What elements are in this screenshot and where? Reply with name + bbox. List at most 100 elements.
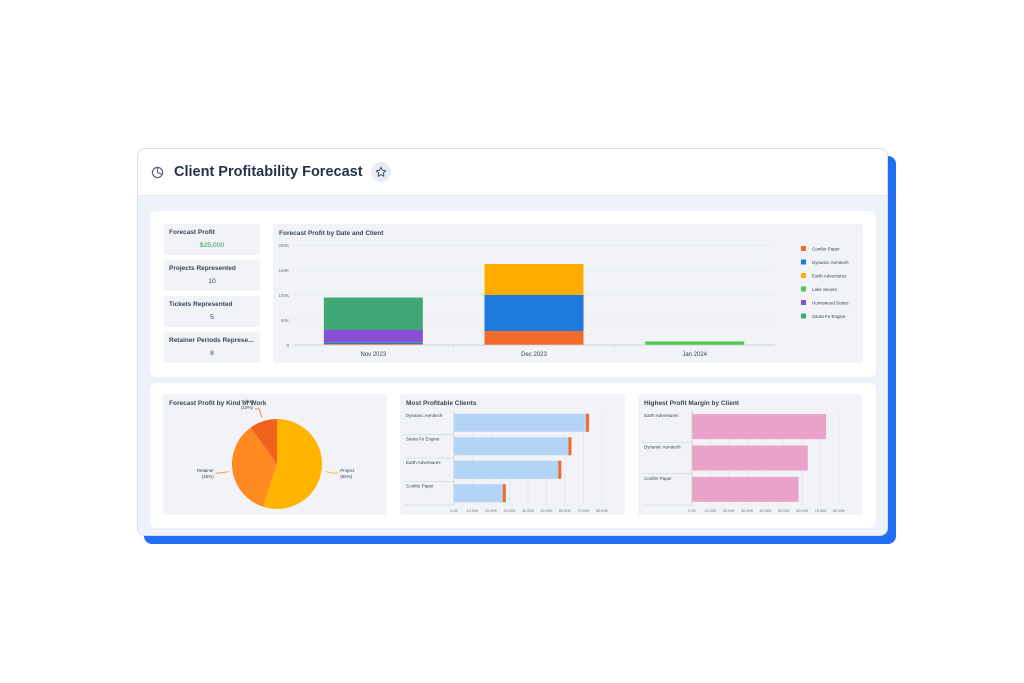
legend-label[interactable]: Conifer Paper bbox=[812, 247, 840, 252]
bar-segment[interactable] bbox=[323, 297, 423, 331]
breakdown-panel: Forecast Profit by Kind of Work Project(… bbox=[150, 383, 876, 528]
pie-slice[interactable] bbox=[250, 419, 277, 464]
bar[interactable] bbox=[454, 484, 506, 503]
stat-label: Retainer Periods Represe... bbox=[169, 337, 254, 344]
dashboard-header: Client Profitability Forecast bbox=[138, 149, 887, 196]
chart-title: Highest Profit Margin by Client bbox=[644, 400, 739, 407]
bar-segment[interactable] bbox=[484, 264, 584, 295]
pie-percent: (10%) bbox=[241, 405, 254, 410]
stat-value: 8 bbox=[210, 350, 214, 357]
legend-swatch bbox=[801, 313, 806, 319]
y-tick-label: 0 bbox=[286, 343, 289, 348]
y-category-label: Dynamic Aerotech bbox=[406, 413, 443, 418]
bar-segment[interactable] bbox=[323, 343, 423, 344]
y-tick-label: 200K bbox=[278, 243, 289, 248]
stat-forecast-profit[interactable]: Forecast Profit $25,000 bbox=[164, 224, 260, 255]
page-title: Client Profitability Forecast bbox=[174, 164, 363, 180]
pie-chart: Project(55%) Retainer(35%) Ticket(10%) bbox=[197, 399, 355, 509]
x-tick-label: 40.00K bbox=[522, 509, 535, 513]
chart-title: Forecast Profit by Kind of Work bbox=[169, 400, 267, 407]
y-tick-label: 150K bbox=[278, 268, 289, 273]
x-tick-label: 10.00K bbox=[704, 509, 717, 513]
x-tick-label: 20.00K bbox=[723, 509, 736, 513]
y-category-label: Dynamic Aerotech bbox=[644, 445, 681, 450]
x-tick-label: 60.00K bbox=[796, 509, 809, 513]
stat-retainer-periods[interactable]: Retainer Periods Represe... 8 bbox=[164, 332, 260, 363]
x-tick-label: Dec 2023 bbox=[521, 352, 547, 358]
y-category-label: Conifer Paper bbox=[406, 483, 434, 488]
x-tick-label: 50.00K bbox=[778, 509, 791, 513]
y-category-label: Earth Adventures bbox=[644, 413, 679, 418]
summary-panel: Forecast Profit $25,000 Projects Represe… bbox=[150, 211, 876, 377]
legend-label[interactable]: Dynamic Aerotech bbox=[812, 260, 849, 265]
bar-segment[interactable] bbox=[484, 295, 584, 331]
stat-value: 10 bbox=[208, 278, 216, 285]
pie-chart-icon bbox=[151, 166, 164, 178]
bar-cap bbox=[558, 460, 562, 479]
x-tick-label: 40.00K bbox=[759, 509, 772, 513]
chart-title: Forecast Profit by Date and Client bbox=[279, 230, 384, 237]
bar-cap bbox=[586, 413, 590, 432]
pie-leader-line bbox=[215, 471, 229, 474]
pie-slice[interactable] bbox=[232, 427, 277, 507]
x-tick-label: 70.00K bbox=[577, 509, 590, 513]
bar-segment[interactable] bbox=[323, 330, 423, 343]
stat-tickets-represented[interactable]: Tickets Represented 5 bbox=[164, 296, 260, 327]
horizontal-bar-chart: 0.00 10.00K 20.00K 30.00K 40.00K 50.00K 60.00K… bbox=[642, 411, 846, 513]
chart-title: Most Profitable Clients bbox=[406, 400, 477, 407]
pie-slice[interactable] bbox=[263, 419, 322, 509]
highest-margin-chart[interactable]: Highest Profit Margin by Client 0.00 10.0… bbox=[638, 394, 862, 515]
x-tick-label: Jan 2024 bbox=[682, 352, 707, 358]
pie-leader-line bbox=[255, 408, 263, 418]
bar[interactable] bbox=[692, 414, 827, 440]
pie-label: Retainer bbox=[197, 468, 215, 473]
pie-leader-line bbox=[325, 471, 339, 474]
bar[interactable] bbox=[454, 437, 572, 456]
y-tick-label: 50K bbox=[281, 318, 289, 323]
favorite-button[interactable] bbox=[370, 162, 391, 182]
stat-value: 5 bbox=[210, 314, 214, 321]
bar-segment[interactable] bbox=[484, 331, 584, 345]
bar-cap bbox=[502, 484, 506, 503]
x-tick-label: 60.00K bbox=[559, 509, 572, 513]
bar-segment[interactable] bbox=[323, 344, 423, 345]
pie-label: Ticket bbox=[241, 399, 254, 404]
x-tick-label: 0.00 bbox=[688, 509, 695, 513]
bar[interactable] bbox=[692, 445, 808, 471]
stat-label: Tickets Represented bbox=[169, 301, 233, 308]
dashboard-window: Client Profitability Forecast Forecast P… bbox=[137, 148, 888, 536]
bar-segment[interactable] bbox=[323, 342, 423, 344]
x-tick-label: 20.00K bbox=[485, 509, 498, 513]
legend-swatch bbox=[801, 246, 806, 251]
pie-percent: (55%) bbox=[340, 474, 353, 479]
legend-swatch bbox=[801, 259, 806, 265]
legend-label[interactable]: Santa Fe Engine bbox=[812, 314, 846, 319]
legend-swatch bbox=[801, 273, 806, 278]
stacked-bar-chart: 0 50K 100K 150K 200K Nov 2023 Dec 2023 Jan 2024… bbox=[278, 243, 849, 358]
bar[interactable] bbox=[454, 413, 590, 432]
most-profitable-clients-chart[interactable]: Most Profitable Clients 0.00 10.00K 20.00K… bbox=[400, 394, 625, 515]
x-tick-label: 70.00K bbox=[815, 509, 828, 513]
bar-cap bbox=[568, 437, 572, 456]
bar[interactable] bbox=[692, 476, 799, 502]
bar-segment[interactable] bbox=[645, 341, 745, 346]
legend-label[interactable]: Homewood Suites bbox=[812, 301, 849, 306]
x-tick-label: 80.00K bbox=[833, 509, 846, 513]
pie-percent: (35%) bbox=[202, 474, 215, 479]
y-category-label: Santa Fe Engine bbox=[406, 436, 440, 441]
bar[interactable] bbox=[454, 460, 562, 479]
star-icon bbox=[375, 166, 386, 177]
x-tick-label: 0.00 bbox=[450, 509, 457, 513]
stat-value: $25,000 bbox=[199, 242, 225, 249]
profit-by-date-chart[interactable]: Forecast Profit by Date and Client 0 50K 1… bbox=[273, 224, 863, 363]
legend-label[interactable]: Earth Adventures bbox=[812, 274, 847, 279]
x-tick-label: 30.00K bbox=[503, 509, 516, 513]
y-category-label: Conifer Paper bbox=[644, 476, 672, 481]
y-category-label: Earth Adventures bbox=[406, 460, 441, 465]
x-tick-label: 30.00K bbox=[741, 509, 754, 513]
legend-label[interactable]: Lake Severs bbox=[812, 287, 838, 292]
x-tick-label: 80.00K bbox=[596, 509, 609, 513]
x-tick-label: 10.00K bbox=[466, 509, 479, 513]
stat-projects-represented[interactable]: Projects Represented 10 bbox=[164, 260, 260, 291]
profit-by-kind-chart[interactable]: Forecast Profit by Kind of Work Project(… bbox=[163, 394, 387, 515]
